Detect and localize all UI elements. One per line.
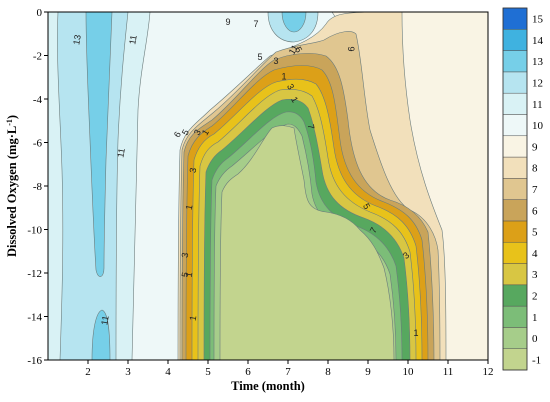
x-tick-label: 10 [403, 366, 415, 378]
contour-label: 5 [361, 202, 372, 211]
y-axis-title: Dissolved Oxygen (mg·L-1) [5, 115, 19, 257]
colorbar-label: 6 [532, 205, 538, 217]
y-tick-label: -4 [33, 94, 43, 106]
colorbar-label: 8 [532, 163, 538, 175]
contour-label: 5 [180, 271, 191, 278]
colorbar-label: 0 [532, 333, 538, 345]
x-tick-label: 5 [205, 366, 211, 378]
colorbar-label: 14 [532, 35, 544, 47]
contour-region-level-13 [281, 12, 307, 33]
y-tick-label: -10 [27, 225, 42, 237]
contour-label: 1 [184, 271, 195, 278]
colorbar-label: 4 [532, 248, 538, 260]
colorbar-label: 5 [532, 227, 538, 239]
y-tick-label: -8 [33, 181, 43, 193]
contour-label: 3 [188, 167, 199, 174]
colorbar-swatch [502, 71, 528, 94]
y-tick-label: -6 [33, 138, 43, 150]
contour-label: 7 [368, 226, 379, 235]
colorbar-label: 11 [532, 99, 543, 111]
x-tick-label: 7 [285, 366, 291, 378]
y-tick-label: -14 [27, 312, 42, 324]
contour-label: 1 [289, 95, 300, 104]
contour-label: 13 [71, 34, 83, 46]
colorbar-swatch [502, 284, 528, 307]
y-tick-label: -2 [33, 51, 42, 63]
colorbar-label: 7 [532, 184, 538, 196]
x-tick-label: 11 [443, 366, 454, 378]
x-tick-label: 12 [483, 366, 494, 378]
x-axis: 2 3 4 5 6 7 8 9 10 11 12 [85, 360, 494, 378]
contour-label: 1 [413, 328, 418, 338]
colorbar-label: 2 [532, 290, 538, 302]
contour-label: 11 [115, 147, 126, 158]
plot-area [48, 12, 488, 360]
colorbar-swatch [502, 50, 528, 73]
colorbar-frame [502, 7, 528, 371]
colorbar-swatch [502, 220, 528, 243]
x-axis-title: Time (month) [231, 379, 305, 393]
colorbar-label: -1 [532, 354, 541, 366]
contour-label: 3 [401, 250, 411, 261]
contour-label: 3 [285, 82, 296, 91]
y-axis: 0 -2 -4 -6 -8 -10 -12 -14 -16 [27, 7, 48, 367]
colorbar-swatch [502, 156, 528, 179]
contour-label: 11 [99, 315, 110, 326]
contour-label: 1 [184, 204, 195, 211]
colorbar-swatch [502, 7, 528, 30]
colorbar-swatch [502, 327, 528, 349]
contour-label: 5 [293, 45, 304, 54]
contour-label: 6 [172, 130, 183, 139]
contour-region-level-13 [91, 309, 111, 360]
colorbar-swatch [502, 305, 528, 328]
colorbar-label: 15 [532, 14, 544, 26]
colorbar-swatch [502, 263, 528, 286]
colorbar-swatch [502, 241, 528, 264]
x-tick-label: 2 [85, 366, 91, 378]
contour-region-level-minus-1 [219, 125, 395, 360]
contour-label: 7 [306, 123, 317, 130]
contour-label: 7 [253, 19, 258, 29]
contour-label: 3 [180, 252, 191, 259]
colorbar-label: 13 [532, 56, 544, 68]
contour-label: 1 [188, 315, 199, 322]
colorbar-label: 10 [532, 120, 544, 132]
colorbar-label: 1 [532, 312, 538, 324]
colorbar-swatch [502, 114, 528, 137]
x-tick-label: 3 [125, 366, 131, 378]
colorbar-swatch [502, 29, 528, 51]
colorbar-swatch [502, 178, 528, 200]
colorbar-swatch [502, 135, 528, 158]
colorbar-label: 3 [532, 269, 538, 281]
contour-label: 9 [346, 46, 356, 51]
x-tick-label: 9 [365, 366, 371, 378]
contour-label: 1 [200, 128, 211, 137]
y-tick-label: -16 [27, 355, 42, 367]
x-tick-label: 6 [245, 366, 251, 378]
colorbar-swatch [502, 199, 528, 222]
x-tick-label: 4 [165, 366, 171, 378]
y-tick-label: 0 [37, 7, 43, 19]
colorbar-swatch [502, 348, 528, 371]
contour-region-level-13 [85, 12, 113, 277]
colorbar-label: 9 [532, 141, 538, 153]
contour-label: 3 [192, 128, 203, 137]
contour-label: 1 [281, 71, 286, 81]
contour-label: 11 [127, 34, 138, 45]
contour-label: 5 [257, 52, 262, 62]
contour-label: 9 [225, 17, 230, 27]
contour-label: 3 [273, 56, 278, 66]
x-tick-label: 8 [325, 366, 331, 378]
y-tick-label: -12 [27, 268, 42, 280]
colorbar-swatch [502, 92, 528, 115]
contour-label: 11 [287, 43, 300, 56]
contour-label: 5 [180, 128, 191, 137]
colorbar-label: 12 [532, 78, 543, 90]
